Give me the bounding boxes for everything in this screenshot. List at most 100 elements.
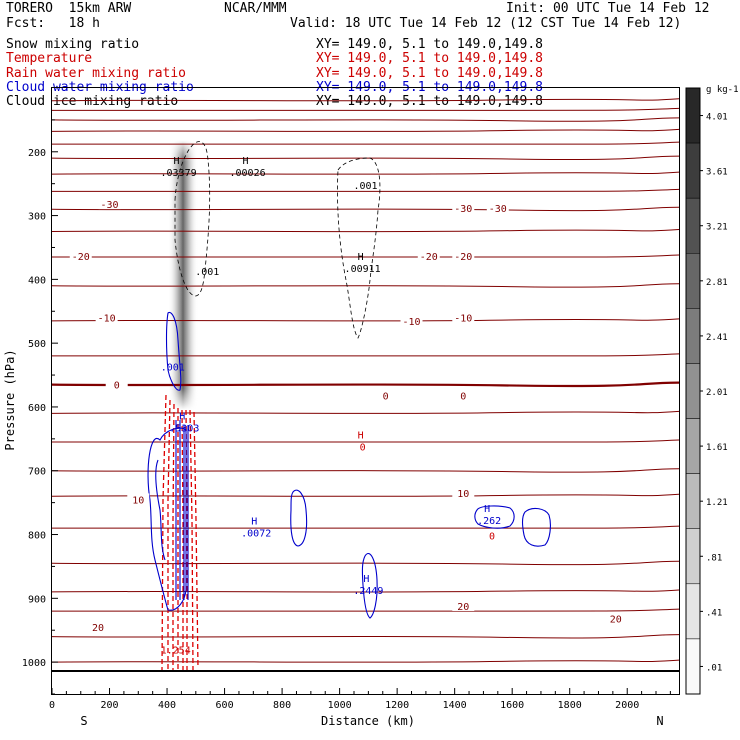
maximum-value: .00911 [345, 264, 381, 275]
cloud-water-contour [361, 553, 378, 619]
x-tick-label: 600 [216, 700, 234, 711]
colorbar-tick-label: .41 [706, 608, 722, 618]
cloud-water-contour [522, 507, 551, 547]
isotherm-line [52, 107, 679, 111]
isotherm-label-bg [417, 249, 440, 261]
colorbar-segment [685, 418, 701, 474]
isotherm-line [52, 141, 679, 145]
x-tick-label: 1800 [558, 700, 582, 711]
isotherm-line [52, 608, 679, 612]
maximum-value: 1.254 [161, 645, 191, 656]
isotherm-label: -20 [454, 252, 472, 263]
isotherm-label-bg [87, 621, 110, 633]
maximum-value: .0072 [241, 529, 271, 540]
isotherm-label: -30 [454, 204, 472, 215]
isotherm-line [52, 659, 679, 663]
x-tick-label: 1400 [443, 700, 467, 711]
colorbar-tick-label: 3.61 [706, 168, 728, 178]
isotherm-line [52, 381, 679, 388]
colorbar-tick-label: .01 [706, 663, 722, 673]
isotherm-label: -10 [454, 314, 472, 325]
colorbar-segment [685, 253, 701, 309]
model-title: TORERO 15km ARW [6, 1, 132, 16]
y-tick-label: 800 [28, 531, 46, 542]
cloud-water-contour [147, 427, 187, 611]
colorbar-segment [685, 197, 701, 254]
snow-mixing-ratio-shading [168, 140, 198, 410]
isotherm-label: -10 [98, 314, 116, 325]
forecast-hour: Fcst: 18 h [6, 16, 100, 31]
x-axis-start-label: S [80, 714, 87, 728]
rain-contour [172, 403, 175, 670]
isotherm-label-bg [400, 314, 423, 326]
x-tick-label: 200 [100, 700, 118, 711]
isotherm-line [52, 229, 679, 233]
y-axis-title: Pressure (hPa) [3, 349, 17, 450]
isotherm-line [52, 128, 679, 132]
y-tick-label: 400 [28, 275, 46, 286]
isotherm-line [52, 525, 679, 529]
cloud-ice-contours [174, 141, 381, 339]
isotherm-label: -20 [72, 252, 90, 263]
colorbar-tick-label: 2.01 [706, 388, 728, 398]
x-tick-label: 1200 [385, 700, 409, 711]
isotherm-labels: -30 -30 -30 -20 -20 -20 -10 -10 -10 0 0 0 10 10 20 20 20 [69, 198, 627, 634]
maximum-marker: H [243, 156, 249, 167]
isotherm-label-bg [105, 378, 128, 390]
isotherm-line [52, 353, 679, 357]
isotherm-label-bg [452, 249, 475, 261]
rain-contour [181, 409, 184, 670]
colorbar-tick-label: 4.01 [706, 113, 728, 123]
y-tick-label: 200 [28, 148, 46, 159]
colorbar-segment [685, 142, 701, 199]
isotherm-line [52, 171, 679, 175]
isotherm-label: 20 [610, 615, 622, 626]
isotherm-label: -20 [420, 252, 438, 263]
x-axis-end-label: N [656, 714, 663, 728]
isotherm-label-bg [374, 389, 397, 401]
isotherm-line [52, 155, 679, 161]
isotherm-label: 0 [383, 391, 389, 402]
plot-frame [51, 87, 680, 695]
colorbar-tick-label: 2.41 [706, 333, 728, 343]
cloud-ice-contour-east [337, 157, 381, 339]
isotherm-label-bg [69, 249, 92, 261]
y-axis: 200 300 400 500 600 700 800 900 1000 [22, 119, 58, 695]
isotherm-line [52, 206, 679, 212]
colorbar-segment [685, 308, 701, 364]
colorbar-segment [685, 528, 701, 585]
maximum-marker: H [484, 504, 490, 515]
x-tick-label: 800 [273, 700, 291, 711]
isotherm-label-bg [452, 389, 475, 401]
cloud-water-contour [155, 459, 166, 561]
rain-water-contours [161, 394, 199, 671]
colorbar-tick-label: 2.81 [706, 278, 728, 288]
rain-contour [167, 399, 171, 670]
isotherm-line [52, 560, 679, 566]
maximum-value: .001 [161, 363, 185, 374]
isotherm-label: -30 [100, 200, 118, 211]
maximum-marker: H [174, 156, 180, 167]
isotherm-line [52, 318, 679, 322]
maximum-value: .262 [477, 516, 501, 527]
isotherm-label-bg [452, 599, 475, 611]
maximum-value: .03379 [160, 168, 196, 179]
y-tick-label: 500 [28, 339, 46, 350]
isotherm-line [52, 493, 679, 497]
rain-contour [161, 394, 167, 671]
legend-snow-label: Snow mixing ratio [6, 37, 139, 52]
isotherm-label: 0 [114, 381, 120, 392]
isotherm-line [52, 98, 679, 102]
isotherm-label-bg [452, 311, 475, 323]
x-tick-label: 400 [158, 700, 176, 711]
isotherm-label: 10 [132, 495, 144, 506]
colorbar-tick-label: 3.21 [706, 223, 728, 233]
x-tick-label: 2000 [615, 700, 639, 711]
maximum-value: 0 [489, 532, 495, 543]
legend-cloud-ice-label: Cloud ice mixing ratio [6, 94, 178, 109]
isotherm-label: 20 [92, 623, 104, 634]
isotherm-label: 20 [457, 602, 469, 613]
x-tick-label: 1000 [328, 700, 352, 711]
legend-cloud-ice-xy: XY= 149.0, 5.1 to 149.0,149.8 [316, 94, 543, 109]
